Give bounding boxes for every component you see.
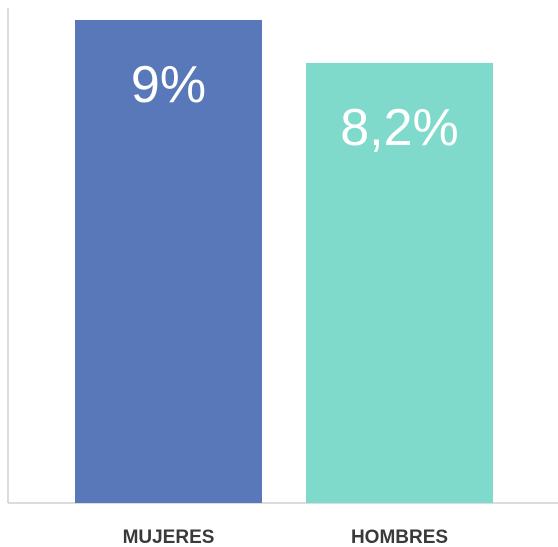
bar-mujeres	[75, 20, 262, 503]
value-labels-group: 9% 8,2%	[131, 56, 459, 157]
category-label-hombres: HOMBRES	[351, 527, 448, 547]
bars-group	[75, 20, 493, 503]
bar-hombres	[306, 62, 493, 503]
category-label-mujeres: MUJERES	[123, 527, 215, 547]
value-label-mujeres: 9%	[131, 56, 206, 114]
category-labels-group: MUJERES HOMBRES	[123, 527, 448, 547]
value-label-hombres: 8,2%	[340, 99, 459, 157]
